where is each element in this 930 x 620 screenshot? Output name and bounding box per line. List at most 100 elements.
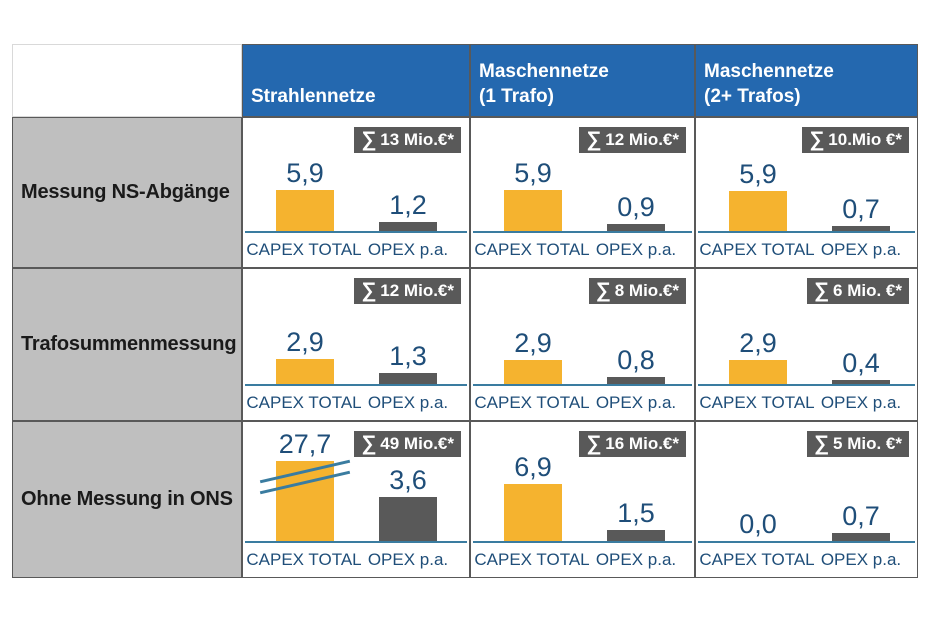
row-label-text: Trafosummenmessung bbox=[21, 333, 237, 355]
opex-axis-label: OPEX p.a. bbox=[820, 393, 902, 412]
sum-badge: ∑ 49 Mio.€* bbox=[354, 431, 461, 457]
opex-value: 0,7 bbox=[842, 500, 880, 531]
sum-badge-label: 8 Mio.€* bbox=[614, 280, 679, 300]
sum-badge-label: 16 Mio.€* bbox=[605, 433, 679, 453]
opex-axis-label: OPEX p.a. bbox=[595, 240, 677, 259]
capex-value: 5,9 bbox=[286, 157, 324, 188]
capex-value: 0,0 bbox=[739, 508, 777, 539]
sigma-icon: ∑ bbox=[361, 432, 377, 455]
opex-bar bbox=[379, 497, 437, 541]
chart-cell-r3c1: ∑ 49 Mio.€* 27,7 3,6 CAPEX TOTAL bbox=[242, 421, 470, 578]
capex-axis-label: CAPEX TOTAL bbox=[699, 393, 815, 412]
sum-badge: ∑ 6 Mio. €* bbox=[807, 278, 909, 304]
opex-value: 3,6 bbox=[389, 464, 427, 495]
opex-value: 1,2 bbox=[389, 189, 427, 220]
chart-cell-r2c3: ∑ 6 Mio. €* 2,9 0,4 CAPEX TOTAL OPEX p.a… bbox=[695, 268, 918, 421]
capex-value: 5,9 bbox=[739, 158, 777, 189]
row-label-trafosummenmessung: Trafosummenmessung bbox=[12, 268, 242, 421]
opex-bar bbox=[607, 530, 665, 541]
capex-bar-group: 5,9 bbox=[712, 158, 804, 231]
row-label-text: Messung NS-Abgänge bbox=[21, 181, 230, 203]
column-header-sublabel: (1 Trafo) bbox=[479, 86, 554, 108]
capex-value: 2,9 bbox=[286, 326, 324, 357]
opex-axis-label: OPEX p.a. bbox=[367, 550, 449, 569]
opex-bar-group: 3,6 bbox=[361, 464, 455, 541]
capex-value: 27,7 bbox=[278, 428, 332, 459]
sigma-icon: ∑ bbox=[814, 279, 830, 302]
capex-bar bbox=[259, 459, 351, 541]
opex-bar-group: 0,8 bbox=[589, 344, 683, 384]
sum-badge-label: 10.Mio €* bbox=[828, 129, 902, 149]
sum-badge-label: 12 Mio.€* bbox=[380, 280, 454, 300]
capex-bar bbox=[729, 191, 787, 231]
opex-value: 0,8 bbox=[617, 344, 655, 375]
opex-axis-label: OPEX p.a. bbox=[367, 393, 449, 412]
capex-bar-group: 2,9 bbox=[712, 327, 804, 384]
mini-bar-chart: 2,9 0,4 bbox=[698, 313, 915, 386]
column-header-label: Maschennetze bbox=[479, 60, 609, 82]
capex-value: 2,9 bbox=[514, 327, 552, 358]
capex-bar-group: 5,9 bbox=[259, 157, 351, 231]
sum-badge: ∑ 5 Mio. €* bbox=[807, 431, 909, 457]
capex-bar bbox=[504, 190, 562, 231]
capex-axis-label: CAPEX TOTAL bbox=[246, 393, 362, 412]
opex-bar bbox=[607, 224, 665, 231]
sigma-icon: ∑ bbox=[586, 432, 602, 455]
mini-bar-chart: 2,9 1,3 bbox=[245, 313, 467, 386]
sigma-icon: ∑ bbox=[809, 128, 825, 151]
sigma-icon: ∑ bbox=[361, 279, 377, 302]
column-header-label: Strahlennetze bbox=[251, 86, 376, 108]
chart-cell-r1c1: ∑ 13 Mio.€* 5,9 1,2 CAPEX TOTAL OPEX p.a… bbox=[242, 117, 470, 268]
opex-value: 0,7 bbox=[842, 193, 880, 224]
mini-bar-chart: 27,7 3,6 bbox=[245, 429, 467, 543]
capex-bar-group: 27,7 bbox=[259, 428, 351, 541]
opex-value: 0,9 bbox=[617, 191, 655, 222]
opex-axis-label: OPEX p.a. bbox=[595, 393, 677, 412]
capex-axis-label: CAPEX TOTAL bbox=[474, 240, 590, 259]
sum-badge: ∑ 16 Mio.€* bbox=[579, 431, 686, 457]
cost-comparison-table: Strahlennetze Maschennetze (1 Trafo) Mas… bbox=[12, 44, 918, 578]
capex-bar bbox=[729, 360, 787, 384]
header-cell-strahlennetze: Strahlennetze bbox=[242, 44, 470, 117]
opex-bar bbox=[607, 377, 665, 384]
sigma-icon: ∑ bbox=[814, 432, 830, 455]
header-cell-maschennetze-1trafo: Maschennetze (1 Trafo) bbox=[470, 44, 695, 117]
chart-cell-r2c1: ∑ 12 Mio.€* 2,9 1,3 CAPEX TOTAL OPEX p.a… bbox=[242, 268, 470, 421]
capex-value: 2,9 bbox=[739, 327, 777, 358]
capex-bar bbox=[276, 359, 334, 384]
opex-bar bbox=[379, 222, 437, 231]
capex-bar-group: 2,9 bbox=[487, 327, 579, 384]
sum-badge-label: 13 Mio.€* bbox=[380, 129, 454, 149]
capex-bar-group: 5,9 bbox=[487, 158, 579, 231]
opex-bar-group: 1,3 bbox=[361, 341, 455, 384]
chart-cell-r1c3: ∑ 10.Mio €* 5,9 0,7 CAPEX TOTAL OPEX p.a… bbox=[695, 117, 918, 268]
header-cell-maschennetze-2trafos: Maschennetze (2+ Trafos) bbox=[695, 44, 918, 117]
mini-bar-chart: 5,9 0,9 bbox=[473, 158, 692, 233]
row-label-ohne-messung-in-ons: Ohne Messung in ONS bbox=[12, 421, 242, 578]
opex-bar bbox=[832, 380, 890, 384]
capex-axis-label: CAPEX TOTAL bbox=[699, 550, 815, 569]
chart-cell-r1c2: ∑ 12 Mio.€* 5,9 0,9 CAPEX TOTAL OPEX p.a… bbox=[470, 117, 695, 268]
column-header-sublabel: (2+ Trafos) bbox=[704, 86, 801, 108]
capex-axis-label: CAPEX TOTAL bbox=[474, 550, 590, 569]
sum-badge-label: 5 Mio. €* bbox=[833, 433, 902, 453]
capex-axis-label: CAPEX TOTAL bbox=[699, 240, 815, 259]
opex-value: 1,5 bbox=[617, 497, 655, 528]
capex-bar-group: 2,9 bbox=[259, 326, 351, 384]
capex-axis-label: CAPEX TOTAL bbox=[474, 393, 590, 412]
sum-badge-label: 49 Mio.€* bbox=[380, 433, 454, 453]
opex-axis-label: OPEX p.a. bbox=[820, 240, 902, 259]
sum-badge: ∑ 12 Mio.€* bbox=[579, 127, 686, 153]
mini-bar-chart: 5,9 1,2 bbox=[245, 157, 467, 233]
capex-bar-group: 6,9 bbox=[487, 452, 579, 541]
capex-axis-label: CAPEX TOTAL bbox=[246, 550, 362, 569]
opex-bar bbox=[832, 226, 890, 231]
axis-break-icon bbox=[259, 459, 351, 497]
opex-axis-label: OPEX p.a. bbox=[820, 550, 902, 569]
opex-bar-group: 1,5 bbox=[589, 497, 683, 541]
opex-value: 0,4 bbox=[842, 347, 880, 378]
capex-bar bbox=[504, 484, 562, 541]
column-header-label: Maschennetze bbox=[704, 60, 834, 82]
capex-bar bbox=[276, 190, 334, 231]
